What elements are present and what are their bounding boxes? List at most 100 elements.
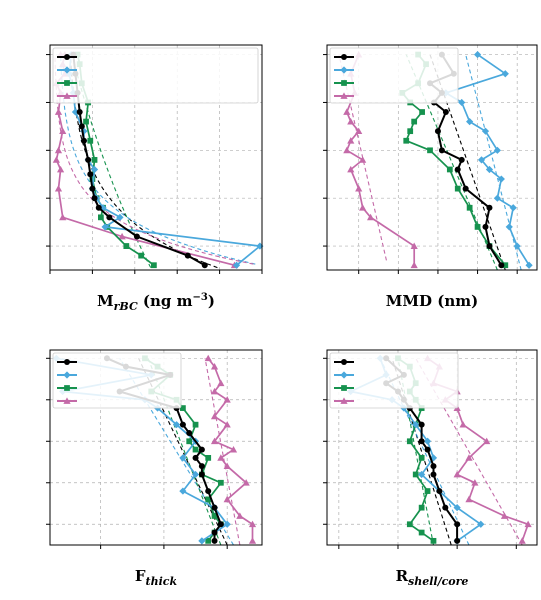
- panel-b: MMD (nm): [323, 44, 538, 310]
- data-point-winter: [458, 98, 466, 107]
- data-point-all: [205, 488, 212, 495]
- data-point-autumn: [459, 421, 467, 428]
- data-point-spring: [474, 224, 481, 230]
- data-point-winter: [525, 261, 533, 269]
- data-point-all: [442, 504, 449, 511]
- data-point-all: [186, 429, 193, 436]
- data-point-winter: [179, 454, 187, 462]
- data-point-winter: [412, 421, 420, 429]
- data-point-autumn: [248, 537, 257, 544]
- panel-d: Rshell/core: [323, 349, 538, 588]
- data-point-spring: [123, 243, 130, 249]
- data-point-all: [106, 214, 113, 221]
- data-point-all: [198, 446, 205, 453]
- data-point-spring: [87, 137, 94, 144]
- axes-frame: [326, 44, 538, 271]
- data-point-spring: [418, 504, 425, 511]
- legend-marker-spring: [341, 385, 347, 391]
- data-point-autumn: [410, 261, 418, 269]
- data-point-autumn: [343, 146, 351, 154]
- data-point-autumn: [410, 242, 418, 249]
- data-point-all: [211, 504, 218, 511]
- data-point-all: [85, 156, 92, 163]
- data-point-winter: [485, 165, 494, 174]
- legend-marker-all: [64, 359, 70, 365]
- data-point-winter: [80, 127, 88, 135]
- data-point-all: [192, 454, 199, 461]
- data-point-autumn: [343, 108, 351, 115]
- data-point-all: [430, 463, 437, 470]
- data-point-autumn: [223, 421, 231, 428]
- legend-marker-spring: [64, 385, 70, 391]
- fit-line-winter: [60, 56, 256, 265]
- data-point-spring: [83, 118, 89, 125]
- data-point-spring: [427, 147, 433, 154]
- data-point-winter: [453, 504, 461, 512]
- data-point-all: [87, 171, 94, 178]
- data-point-autumn: [223, 396, 231, 403]
- data-point-all: [436, 488, 443, 495]
- legend-marker-winter: [63, 66, 71, 74]
- data-point-winter: [505, 223, 513, 231]
- data-point-spring: [180, 405, 186, 411]
- data-point-spring: [192, 446, 199, 453]
- data-point-autumn: [223, 462, 231, 470]
- x-axis-label: MrBC (ng m−3): [97, 292, 215, 313]
- data-point-all: [211, 529, 218, 536]
- data-point-autumn: [465, 454, 473, 461]
- data-point-all: [454, 537, 461, 544]
- data-point-all: [430, 471, 437, 478]
- data-point-winter: [172, 421, 181, 429]
- data-point-spring: [192, 421, 199, 428]
- data-point-spring: [466, 204, 473, 211]
- data-point-spring: [186, 438, 193, 445]
- data-point-autumn: [223, 495, 231, 503]
- data-point-all: [201, 262, 208, 269]
- legend-marker-winter: [340, 371, 348, 379]
- legend-marker-autumn: [63, 92, 71, 99]
- data-point-all: [498, 262, 505, 269]
- data-point-winter: [466, 117, 474, 126]
- fit-line-spring: [397, 358, 435, 546]
- data-point-winter: [497, 175, 505, 183]
- series-autumn: [204, 354, 257, 544]
- data-point-winter: [493, 146, 501, 154]
- data-point-winter: [71, 108, 80, 116]
- data-point-all: [217, 521, 224, 528]
- legend: [52, 47, 259, 104]
- data-point-winter: [477, 156, 486, 164]
- data-point-winter: [101, 223, 109, 231]
- data-point-autumn: [242, 479, 250, 486]
- data-point-autumn: [500, 512, 509, 519]
- legend-marker-all: [341, 54, 347, 60]
- data-point-winter: [232, 261, 241, 269]
- data-point-winter: [198, 537, 206, 545]
- data-point-autumn: [483, 437, 491, 445]
- data-point-spring: [411, 118, 418, 125]
- data-point-all: [179, 421, 186, 428]
- data-point-autumn: [59, 127, 67, 135]
- data-point-spring: [98, 214, 104, 221]
- data-point-all: [91, 195, 98, 202]
- data-point-autumn: [453, 470, 461, 478]
- data-point-autumn: [248, 520, 257, 528]
- data-point-all: [78, 123, 85, 130]
- data-point-spring: [217, 479, 224, 486]
- data-point-spring: [418, 454, 425, 461]
- data-point-spring: [205, 496, 212, 503]
- data-point-autumn: [54, 108, 63, 115]
- data-point-winter: [116, 213, 124, 221]
- data-point-autumn: [236, 512, 244, 519]
- legend-marker-spring: [341, 80, 347, 86]
- legend: [329, 47, 459, 104]
- data-point-all: [486, 204, 493, 211]
- data-point-autumn: [59, 213, 67, 221]
- data-point-winter: [473, 50, 482, 59]
- data-point-winter: [477, 520, 485, 528]
- data-point-all: [486, 243, 493, 250]
- data-point-autumn: [210, 412, 219, 420]
- legend-box: [329, 47, 459, 104]
- data-point-winter: [501, 70, 509, 78]
- data-point-all: [462, 185, 469, 192]
- data-point-autumn: [210, 362, 219, 370]
